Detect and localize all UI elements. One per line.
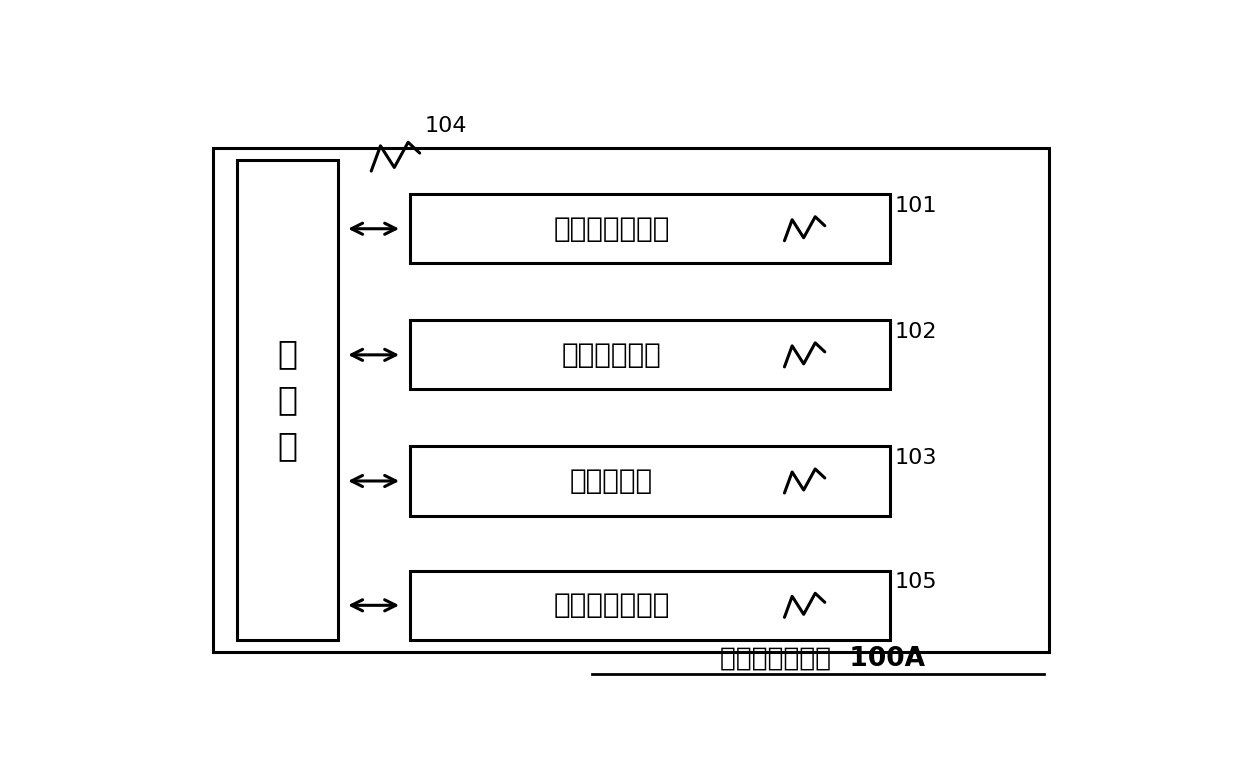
- Text: 103: 103: [895, 448, 937, 468]
- Text: 第一判断部: 第一判断部: [570, 467, 653, 495]
- Text: 共享车检测部: 共享车检测部: [562, 341, 661, 369]
- Bar: [237, 160, 337, 640]
- Text: 104: 104: [424, 115, 466, 136]
- Text: 用户位置获取部: 用户位置获取部: [553, 215, 670, 243]
- Bar: [213, 147, 1049, 652]
- Text: 105: 105: [895, 573, 937, 592]
- Bar: [409, 571, 890, 640]
- Text: 101: 101: [895, 196, 937, 216]
- Bar: [409, 321, 890, 389]
- Text: 共享车管理装置  100A: 共享车管理装置 100A: [720, 645, 925, 672]
- Text: 处
理
部: 处 理 部: [277, 338, 298, 463]
- Text: 预约请求受理部: 预约请求受理部: [553, 591, 670, 619]
- Bar: [409, 194, 890, 264]
- Bar: [409, 446, 890, 516]
- Text: 102: 102: [895, 322, 937, 342]
